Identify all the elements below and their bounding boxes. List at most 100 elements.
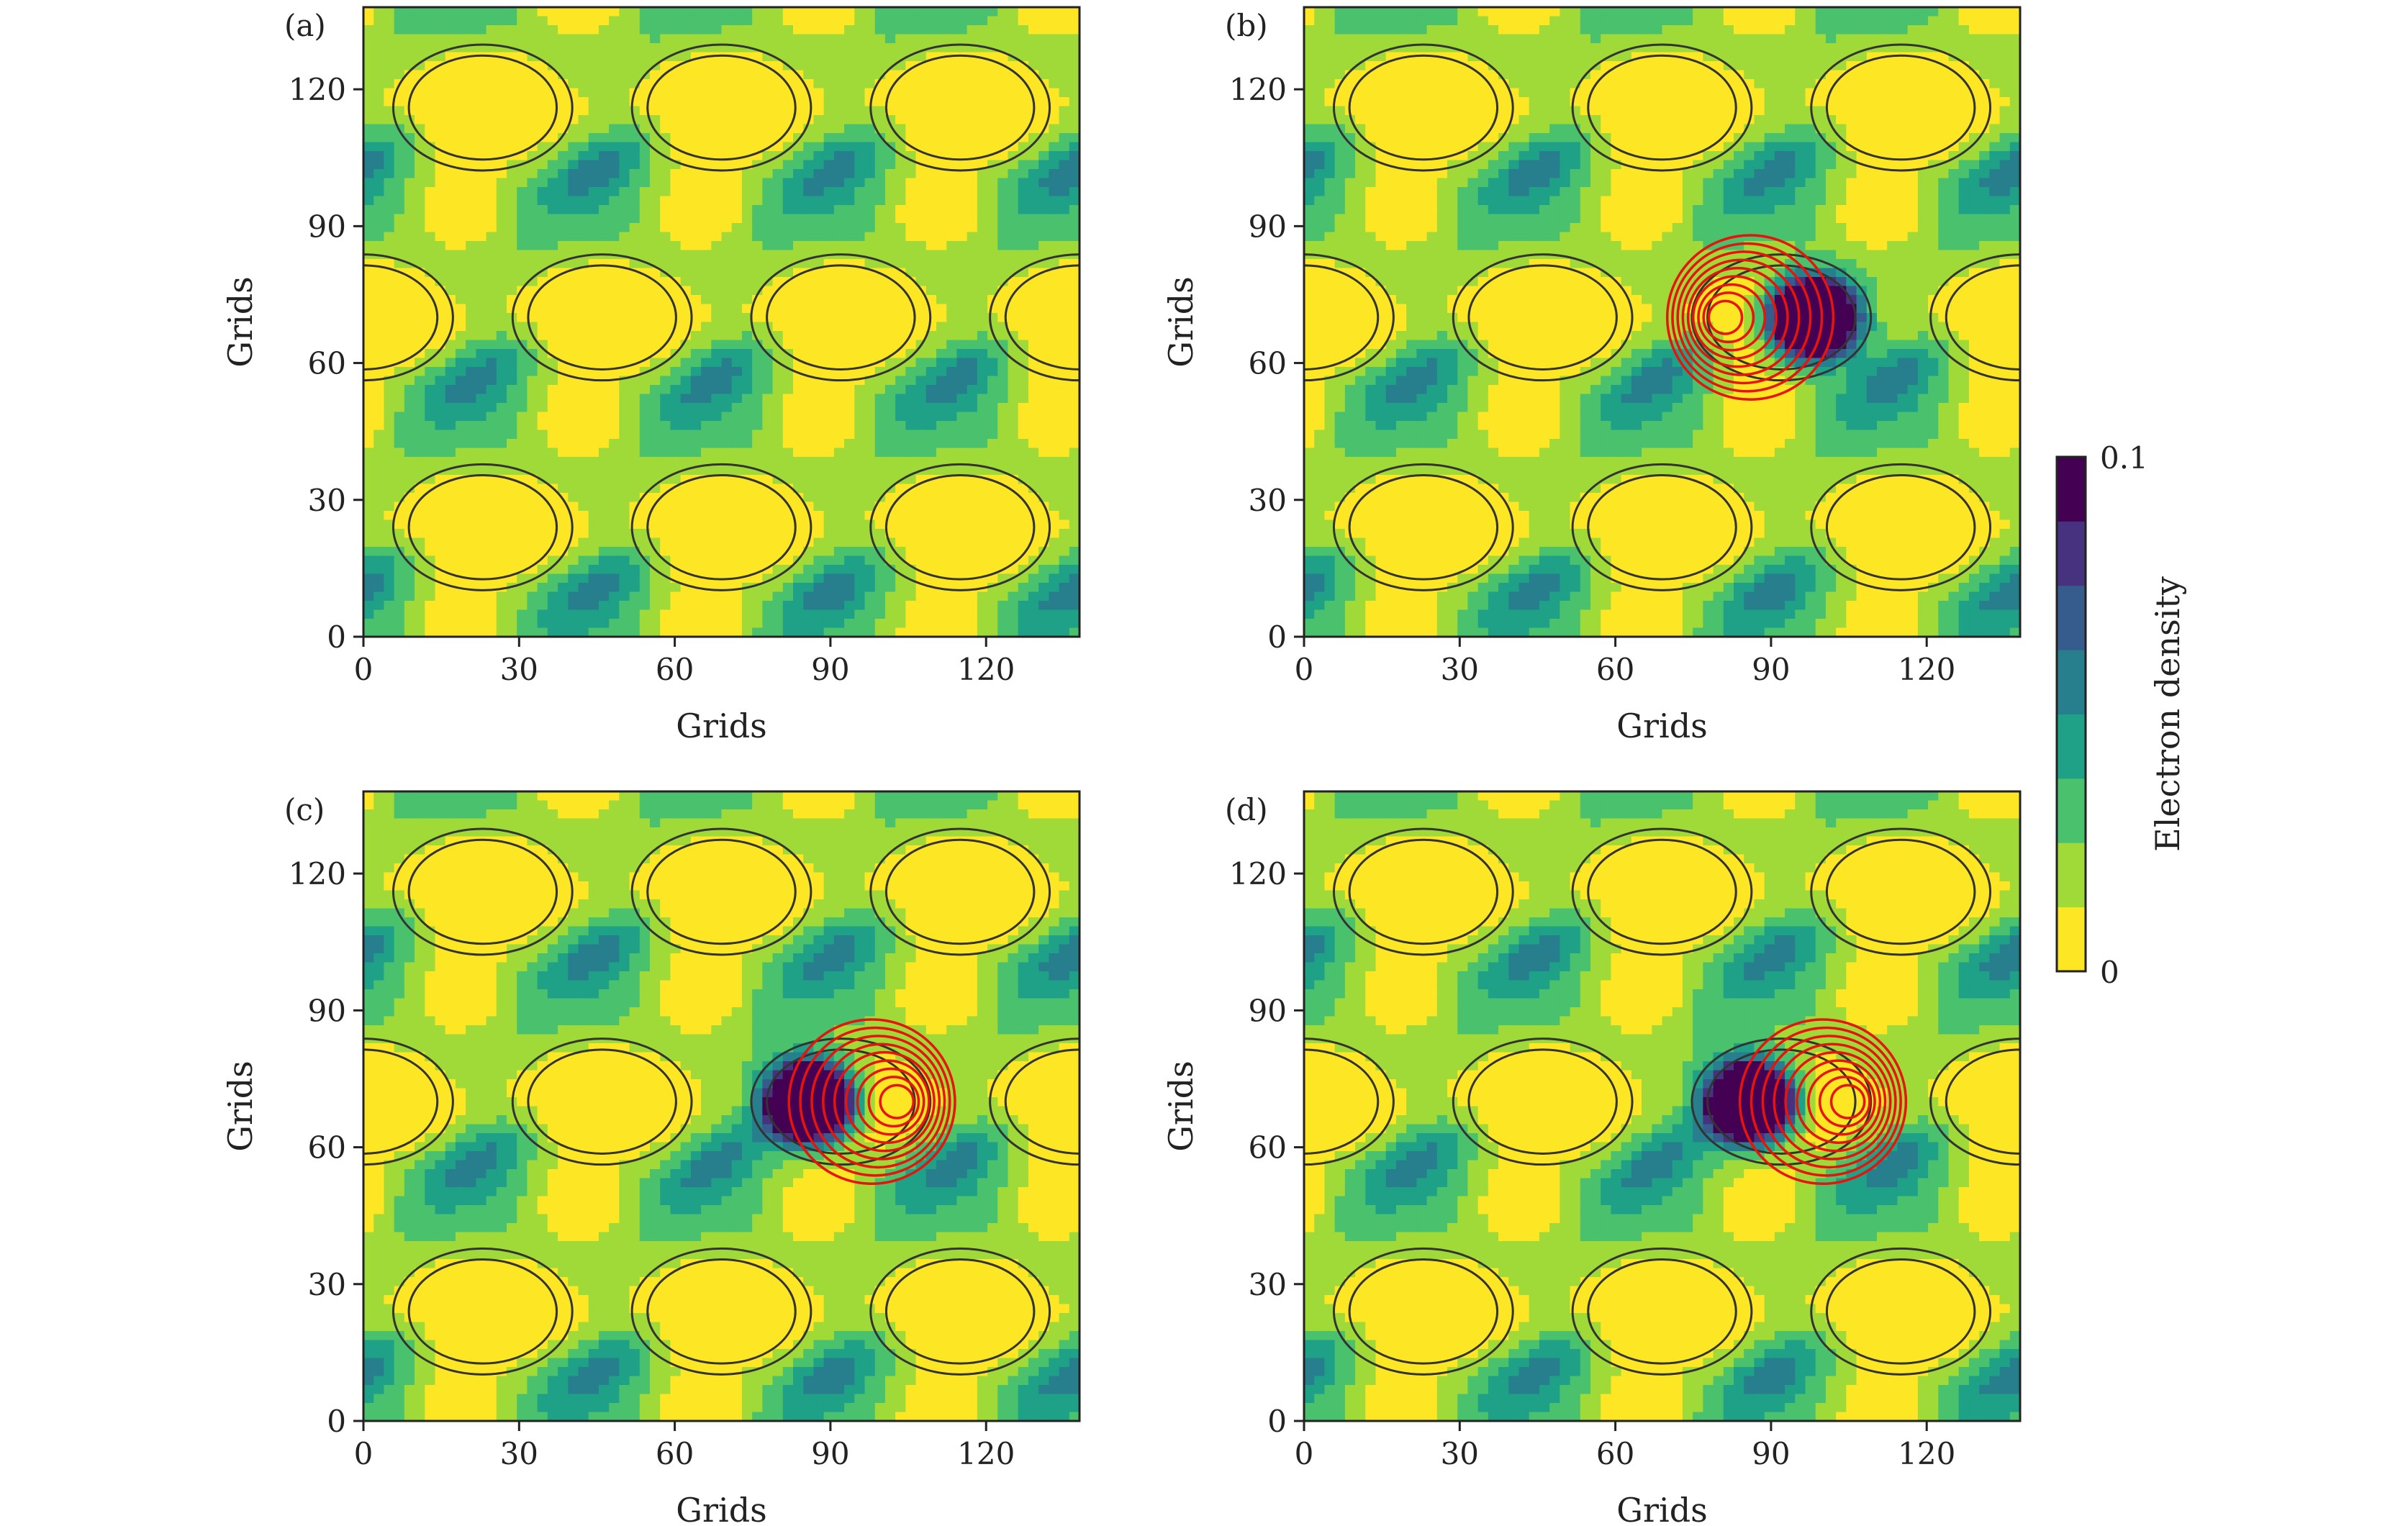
density-cell	[967, 493, 978, 502]
density-cell	[711, 115, 722, 124]
density-cell	[783, 160, 794, 170]
density-cell	[394, 583, 405, 592]
density-cell	[783, 106, 794, 116]
density-cell	[363, 574, 374, 583]
density-cell	[824, 295, 835, 304]
density-cell	[987, 349, 998, 358]
density-cell	[527, 520, 538, 530]
density-cell	[844, 304, 855, 314]
density-cell	[926, 412, 937, 422]
density-cell	[579, 160, 589, 170]
density-cell	[1018, 35, 1029, 44]
density-cell	[824, 97, 835, 106]
density-cell	[425, 457, 435, 466]
density-cell	[936, 61, 947, 71]
density-cell	[987, 7, 998, 17]
density-cell	[527, 205, 538, 214]
density-cell	[834, 115, 845, 124]
density-cell	[456, 313, 466, 322]
density-cell	[650, 331, 661, 340]
density-cell	[660, 511, 671, 520]
density-cell	[1304, 160, 1315, 170]
density-cell	[538, 403, 548, 412]
density-cell	[1038, 286, 1049, 296]
density-cell	[732, 394, 743, 404]
density-cell	[824, 493, 835, 502]
density-cell	[885, 17, 896, 26]
density-cell	[905, 610, 916, 619]
density-cell	[967, 88, 978, 98]
density-cell	[1028, 466, 1039, 476]
density-cell	[854, 565, 865, 574]
density-cell	[579, 43, 589, 53]
density-cell	[630, 619, 641, 628]
density-cell	[813, 187, 824, 196]
density-cell	[936, 115, 947, 124]
density-cell	[640, 196, 651, 206]
density-cell	[1008, 97, 1019, 106]
density-cell	[394, 439, 405, 448]
density-cell	[824, 475, 835, 484]
density-cell	[752, 124, 763, 134]
density-cell	[466, 268, 476, 278]
density-cell	[1038, 340, 1049, 350]
density-cell	[456, 556, 466, 566]
density-cell	[844, 421, 855, 430]
density-cell	[854, 241, 865, 250]
density-cell	[977, 322, 988, 332]
density-cell	[885, 412, 896, 422]
density-cell	[497, 610, 507, 619]
density-cell	[1049, 53, 1059, 62]
density-cell	[425, 178, 435, 188]
density-cell	[374, 214, 384, 224]
density-cell	[538, 88, 548, 98]
density-cell	[905, 394, 916, 404]
density-cell	[640, 340, 651, 350]
density-cell	[956, 601, 967, 610]
density-cell	[752, 205, 763, 214]
density-cell	[363, 53, 374, 62]
density-cell	[456, 610, 466, 619]
density-cell	[926, 250, 937, 260]
density-cell	[630, 448, 641, 458]
density-cell	[865, 394, 876, 404]
density-cell	[987, 232, 998, 242]
density-cell	[701, 142, 712, 152]
density-cell	[977, 88, 988, 98]
density-cell	[1018, 412, 1029, 422]
density-cell	[507, 196, 517, 206]
density-cell	[956, 53, 967, 62]
density-cell	[865, 610, 876, 619]
density-cell	[803, 133, 814, 142]
density-cell	[956, 349, 967, 358]
density-cell	[834, 133, 845, 142]
density-cell	[742, 277, 753, 286]
density-cell	[435, 412, 446, 422]
density-cell	[834, 475, 845, 484]
density-cell	[445, 394, 456, 404]
density-cell	[609, 25, 620, 35]
density-cell	[497, 430, 507, 440]
density-cell	[363, 403, 374, 412]
density-cell	[691, 502, 702, 512]
density-cell	[854, 592, 865, 601]
density-cell	[701, 556, 712, 566]
density-cell	[670, 412, 681, 422]
density-cell	[946, 205, 957, 214]
density-cell	[609, 574, 620, 583]
density-cell	[609, 187, 620, 196]
density-cell	[486, 331, 497, 340]
density-cell	[579, 133, 589, 142]
density-cell	[967, 430, 978, 440]
density-cell	[404, 196, 415, 206]
density-cell	[456, 511, 466, 520]
density-cell	[722, 178, 733, 188]
density-cell	[394, 466, 405, 476]
density-cell	[987, 71, 998, 80]
density-cell	[609, 124, 620, 134]
density-cell	[599, 97, 610, 106]
density-cell	[619, 178, 630, 188]
density-cell	[946, 124, 957, 134]
density-cell	[374, 43, 384, 53]
